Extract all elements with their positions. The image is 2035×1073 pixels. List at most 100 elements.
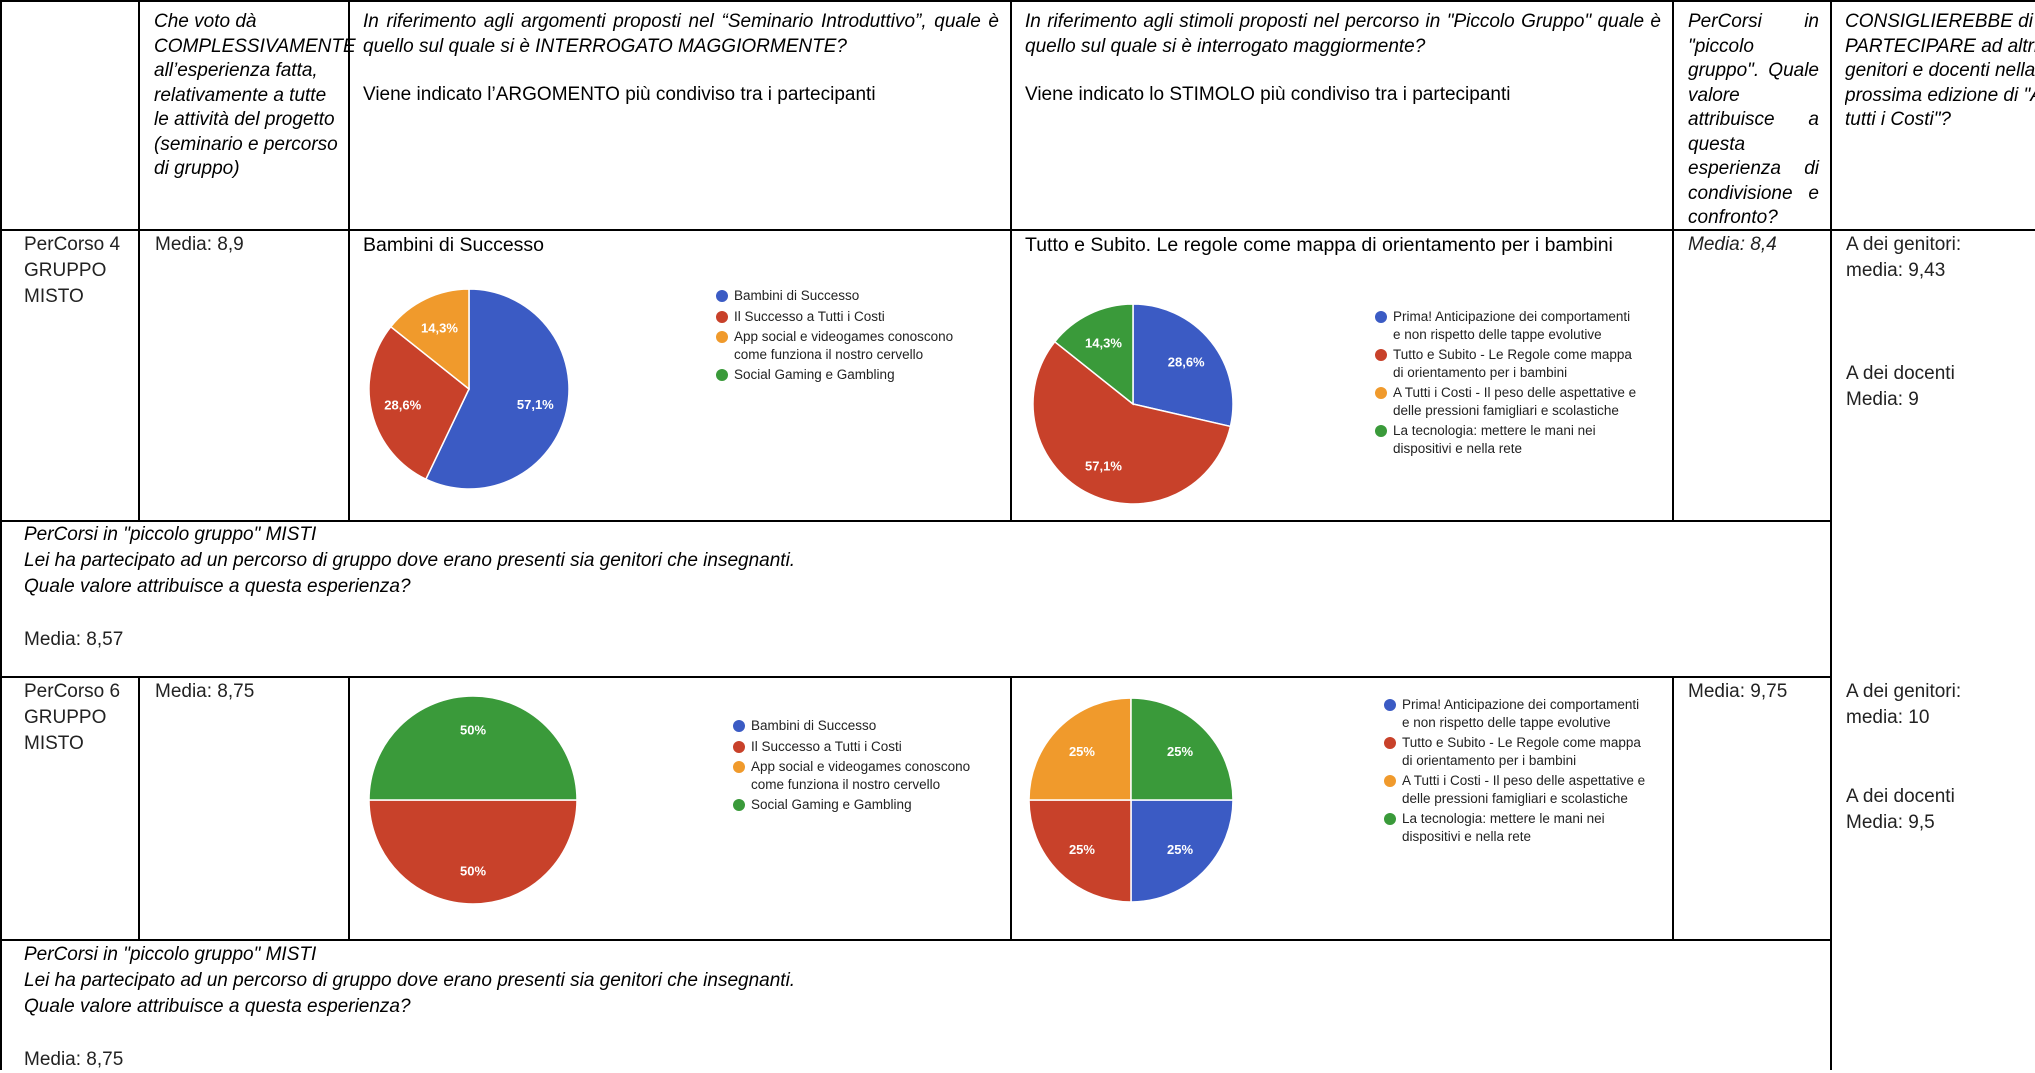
legend-item: Prima! Anticipazione dei comportamenti e …	[1384, 696, 1645, 731]
legend-item: La tecnologia: mettere le mani nei dispos…	[1384, 810, 1645, 845]
legend-topics-row1: Bambini di Successo Il Successo a Tutti i…	[716, 287, 953, 387]
legend-topics-row2: Bambini di Successo Il Successo a Tutti i…	[733, 717, 970, 817]
legend-label: dispositivi e nella rete	[1402, 828, 1532, 844]
legend-label: Bambini di Successo	[734, 288, 860, 303]
pie-slice-label: 25%	[1167, 842, 1193, 857]
header-group-value-question: PerCorsi in "piccolo gruppo". Quale valore…	[1688, 11, 1819, 228]
table-border-top	[0, 0, 2035, 2]
legend-label: Prima! Anticipazione dei comportamenti	[1393, 309, 1631, 324]
legend-label: e non rispetto delle tappe evolutive	[1393, 326, 1602, 342]
legend-item: App social e videogames conoscono come fu…	[733, 758, 970, 793]
legend-label: come funziona il nostro cervello	[734, 346, 924, 362]
legend-label: A Tutti i Costi - Il peso delle aspettat…	[1393, 385, 1637, 400]
row1-recommend-teachers: A dei docenti Media: 9	[1846, 363, 1955, 410]
mixed1-question: PerCorsi in "piccolo gruppo" MISTI Lei ha…	[24, 524, 796, 597]
legend-label: A Tutti i Costi - Il peso delle aspettat…	[1402, 773, 1646, 788]
row1-group-value: Media: 8,4	[1688, 234, 1777, 255]
pie-slice-label: 25%	[1069, 842, 1095, 857]
table-line-col4-row2	[1672, 676, 1674, 940]
header-stimulus-note: Viene indicato lo STIMOLO più condiviso …	[1025, 84, 1511, 105]
legend-label: La tecnologia: mettere le mani nei	[1402, 811, 1605, 826]
legend-label: e non rispetto delle tappe evolutive	[1402, 714, 1611, 730]
legend-label: Tutto e Subito - Le Regole come mappa	[1393, 347, 1632, 362]
legend-label: La tecnologia: mettere le mani nei	[1393, 423, 1596, 438]
table-line-col2	[348, 0, 350, 521]
legend-item: La tecnologia: mettere le mani nei dispos…	[1375, 422, 1636, 457]
legend-label: Prima! Anticipazione dei comportamenti	[1402, 697, 1640, 712]
legend-item: Il Successo a Tutti i Costi	[733, 738, 970, 756]
legend-label: dispositivi e nella rete	[1393, 440, 1523, 456]
legend-label: di orientamento per i bambini	[1402, 752, 1577, 768]
legend-swatch-icon	[1384, 699, 1396, 711]
pie-slice-label: 14,3%	[1085, 336, 1122, 351]
legend-swatch-icon	[1384, 813, 1396, 825]
legend-swatch-icon	[1375, 425, 1387, 437]
pie-slice	[368, 325, 470, 481]
pie-slice-label: 25%	[1167, 744, 1193, 759]
row1-topic-title: Bambini di Successo	[363, 234, 545, 256]
table-line-mixed1-bottom	[0, 676, 1832, 678]
legend-label: come funziona il nostro cervello	[751, 776, 941, 792]
legend-label: App social e videogames conoscono	[751, 759, 971, 774]
legend-label: Social Gaming e Gambling	[734, 367, 895, 382]
legend-swatch-icon	[716, 331, 728, 343]
header-stimulus-question: In riferimento agli stimoli proposti nel…	[1025, 11, 1661, 57]
row1-course-name: PerCorso 4 GRUPPO MISTO	[24, 234, 121, 307]
legend-swatch-icon	[1375, 311, 1387, 323]
legend-item: Social Gaming e Gambling	[733, 796, 970, 814]
pie-slice-label: 25%	[1069, 744, 1095, 759]
legend-swatch-icon	[1384, 737, 1396, 749]
pie-slice-label: 14,3%	[421, 321, 458, 336]
legend-stimuli-row1: Prima! Anticipazione dei comportamenti e …	[1375, 308, 1636, 460]
row1-stimulus-title: Tutto e Subito. Le regole come mappa di …	[1025, 234, 1613, 256]
header-topic-note: Viene indicato l’ARGOMENTO più condiviso…	[363, 84, 876, 105]
pie-slice	[1028, 799, 1132, 903]
legend-label: Il Successo a Tutti i Costi	[751, 738, 902, 754]
table-border-left	[0, 0, 2, 1070]
pie-slice-label: 57,1%	[517, 397, 554, 412]
row2-course-name: PerCorso 6 GRUPPO MISTO	[24, 681, 121, 754]
legend-item: Bambini di Successo	[733, 717, 970, 735]
legend-item: A Tutti i Costi - Il peso delle aspettat…	[1375, 384, 1636, 419]
row2-group-value: Media: 9,75	[1688, 681, 1788, 702]
legend-swatch-icon	[1375, 349, 1387, 361]
legend-swatch-icon	[733, 761, 745, 773]
legend-item: Social Gaming e Gambling	[716, 366, 953, 384]
row1-recommend-parents: A dei genitori: media: 9,43	[1846, 234, 1962, 281]
mixed2-question: PerCorsi in "piccolo gruppo" MISTI Lei ha…	[24, 944, 796, 1017]
pie-slice	[1130, 697, 1234, 801]
legend-label: delle pressioni famigliari e scolastiche	[1393, 402, 1619, 418]
legend-label: Il Successo a Tutti i Costi	[734, 308, 885, 324]
legend-item: Tutto e Subito - Le Regole come mappa di …	[1384, 734, 1645, 769]
legend-label: Tutto e Subito - Le Regole come mappa	[1402, 735, 1641, 750]
header-topic-question: In riferimento agli argomenti proposti n…	[363, 11, 999, 57]
pie-slice-label: 28,6%	[384, 397, 421, 412]
row2-recommend-teachers: A dei docenti Media: 9,5	[1846, 786, 1955, 833]
pie-slice-label: 28,6%	[1168, 355, 1205, 370]
legend-label: di orientamento per i bambini	[1393, 364, 1568, 380]
row2-overall-value: Media: 8,75	[155, 681, 255, 702]
legend-item: Il Successo a Tutti i Costi	[716, 308, 953, 326]
pie-slice	[1053, 303, 1134, 406]
pie-slice	[424, 288, 570, 490]
table-line-col2-row2	[348, 676, 350, 940]
pie-slice	[1032, 340, 1232, 505]
legend-item: Bambini di Successo	[716, 287, 953, 305]
legend-swatch-icon	[1375, 387, 1387, 399]
legend-swatch-icon	[716, 290, 728, 302]
mixed2-value: Media: 8,75	[24, 1049, 124, 1070]
table-line-col3	[1010, 0, 1012, 521]
pie-slice	[389, 288, 470, 391]
pie-slice	[368, 799, 578, 905]
legend-item: Prima! Anticipazione dei comportamenti e …	[1375, 308, 1636, 343]
table-line-col4	[1672, 0, 1674, 521]
legend-swatch-icon	[716, 369, 728, 381]
legend-item: App social e videogames conoscono come fu…	[716, 328, 953, 363]
legend-swatch-icon	[733, 799, 745, 811]
legend-swatch-icon	[716, 310, 728, 323]
pie-slice-label: 50%	[460, 722, 486, 737]
pie-slice	[1132, 303, 1234, 428]
legend-swatch-icon	[733, 740, 745, 753]
